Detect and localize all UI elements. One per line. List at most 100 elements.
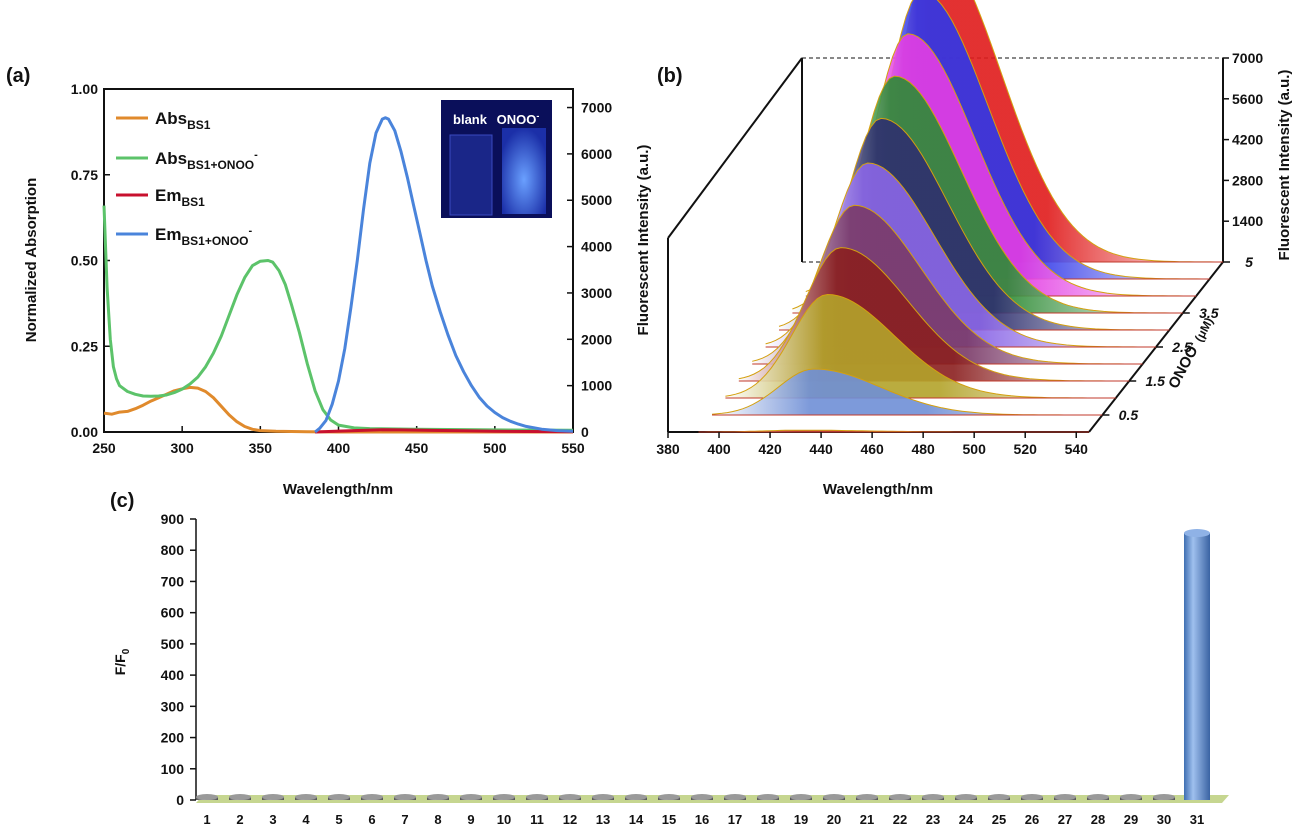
z-tick-label: 4200 xyxy=(1232,132,1263,148)
bar-cap xyxy=(1153,794,1175,800)
x-tick-label: 14 xyxy=(629,812,644,827)
panel-a: (a) 250 300 350 400 450 500 550 0.000.250.500.… xyxy=(6,65,652,498)
x-tick-label: 6 xyxy=(368,812,375,827)
plot-c-ylabel: F/F0 xyxy=(112,648,132,675)
depth-tick-label: 3.5 xyxy=(1199,305,1219,321)
bar-cap xyxy=(295,794,317,800)
x-tick-label: 21 xyxy=(860,812,874,827)
y-tick-label: 800 xyxy=(161,542,185,558)
bar-cap xyxy=(988,794,1010,800)
x-tick-label: 20 xyxy=(827,812,841,827)
bar-cap xyxy=(493,794,515,800)
x-tick-label: 26 xyxy=(1025,812,1039,827)
bar-cap xyxy=(790,794,812,800)
x-tick-label: 250 xyxy=(92,440,116,456)
y-right-tick-label: 1000 xyxy=(581,378,612,394)
bar-cap xyxy=(889,794,911,800)
x-tick-label: 400 xyxy=(707,441,731,457)
depth-tick-label: 5 xyxy=(1245,254,1253,270)
x-tick-label: 31 xyxy=(1190,812,1204,827)
legend-entry: AbsBS1 xyxy=(155,109,211,132)
bar-cap xyxy=(856,794,878,800)
x-tick-label: 10 xyxy=(497,812,511,827)
inset-photo: blank ONOO- xyxy=(441,100,552,218)
x-tick-label: 460 xyxy=(860,441,884,457)
z-tick-label: 1400 xyxy=(1232,213,1263,229)
bar-cap xyxy=(1054,794,1076,800)
bar-cap xyxy=(526,794,548,800)
bar-cap xyxy=(196,794,218,800)
bar-cap xyxy=(262,794,284,800)
bar-cap xyxy=(757,794,779,800)
panel-c-label: (c) xyxy=(110,490,134,512)
x-tick-label: 9 xyxy=(467,812,474,827)
x-tick-label: 5 xyxy=(335,812,342,827)
x-tick-label: 550 xyxy=(561,440,585,456)
x-tick-label: 30 xyxy=(1157,812,1171,827)
plot-a-xlabel: Wavelength/nm xyxy=(283,481,393,498)
bar xyxy=(1184,533,1210,800)
y-right-tick-label: 7000 xyxy=(581,100,612,116)
bar-cap xyxy=(1087,794,1109,800)
x-tick-label: 540 xyxy=(1065,441,1089,457)
y-right-tick-label: 2000 xyxy=(581,331,612,347)
plot-a-right-axis: 0 1000 2000 3000 4000 5000 6000 7000 xyxy=(567,100,612,440)
series-line-4 xyxy=(314,116,574,434)
y-tick-label: 0.75 xyxy=(71,167,98,183)
bar-cap xyxy=(1120,794,1142,800)
x-tick-label: 380 xyxy=(656,441,680,457)
plot-a-left-axis: 0.00 0.25 0.50 0.75 1.00 xyxy=(71,81,110,440)
bar-cap xyxy=(229,794,251,800)
x-tick-label: 500 xyxy=(963,441,987,457)
x-tick-label: 450 xyxy=(405,440,429,456)
plot-c-y-axis: 0 100 200 300 400 500 600 700 800 900 xyxy=(161,511,197,808)
spectrum-line-1.5 xyxy=(738,247,1127,382)
y-tick-label: 300 xyxy=(161,698,185,714)
y-tick-label: 0.25 xyxy=(71,338,98,354)
plot-a-legend: AbsBS1 AbsBS1+ONOO- EmBS1 EmBS1+ONOO- xyxy=(116,109,258,248)
bar-cap xyxy=(328,794,350,800)
x-tick-label: 400 xyxy=(327,440,351,456)
inset-label-onoo: ONOO- xyxy=(497,111,540,127)
plot-b-zlabel: Fluorescent Intensity (a.u.) xyxy=(1276,70,1293,261)
bar-cap xyxy=(427,794,449,800)
x-tick-label: 1 xyxy=(203,812,210,827)
inset-label-blank: blank xyxy=(453,112,488,127)
spectrum-line-2 xyxy=(752,204,1140,365)
y-tick-label: 0.50 xyxy=(71,253,98,269)
y-tick-label: 500 xyxy=(161,636,185,652)
legend-entry: AbsBS1+ONOO- xyxy=(155,149,258,172)
plot-b-xlabel: Wavelength/nm xyxy=(823,481,933,498)
depth-tick-label: 0.5 xyxy=(1119,407,1139,423)
x-tick-label: 350 xyxy=(249,440,273,456)
panel-b-label: (b) xyxy=(657,65,683,87)
x-tick-label: 3 xyxy=(269,812,276,827)
cuvette-blank xyxy=(449,134,493,216)
series-line-3 xyxy=(315,428,574,434)
x-tick-label: 17 xyxy=(728,812,742,827)
panel-b: (b) 380 400 420 440 460 480 500 520 540 1400 2800… xyxy=(656,0,1293,498)
plot-a-series xyxy=(102,116,574,434)
y-tick-label: 0 xyxy=(176,792,184,808)
x-tick-label: 420 xyxy=(758,441,782,457)
y-tick-label: 100 xyxy=(161,761,185,777)
bar-cap xyxy=(1021,794,1043,800)
plot-b-x-axis: 380 400 420 440 460 480 500 520 540 xyxy=(656,432,1088,457)
y-tick-label: 600 xyxy=(161,605,185,621)
frame-edge xyxy=(667,57,803,239)
y-right-tick-label: 3000 xyxy=(581,285,612,301)
legend-entry: EmBS1 xyxy=(155,186,205,209)
x-tick-label: 28 xyxy=(1091,812,1105,827)
x-tick-label: 480 xyxy=(911,441,935,457)
bar-cap xyxy=(625,794,647,800)
series-line-1 xyxy=(103,385,573,434)
y-tick-label: 900 xyxy=(161,511,185,527)
plot-c-bars xyxy=(196,529,1210,800)
x-tick-label: 15 xyxy=(662,812,676,827)
plot-c-x-axis: 1 2 3 4 5 6 7 8 9 10 11 12 13 14 15 16 17 18 19 20 21 22 23 24 2… xyxy=(203,812,1204,827)
plot-b-z-axis: 1400 2800 4200 5600 7000 xyxy=(1223,50,1263,229)
y-right-tick-label: 4000 xyxy=(581,239,612,255)
bar-cap xyxy=(823,794,845,800)
